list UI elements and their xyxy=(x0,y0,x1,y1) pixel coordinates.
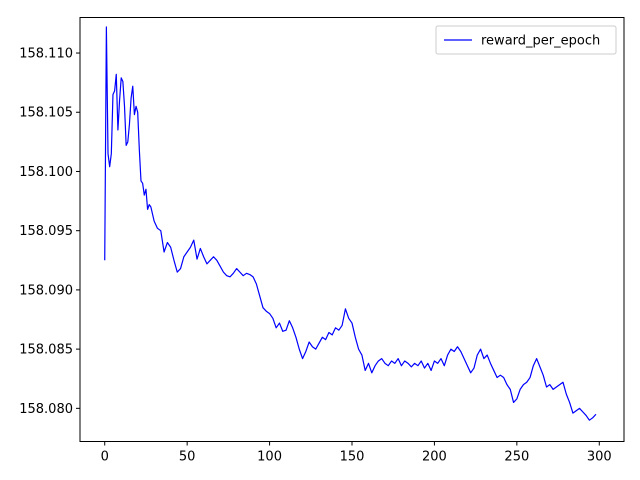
x-tick-label: 50 xyxy=(179,450,196,465)
legend-label-reward-per-epoch: reward_per_epoch xyxy=(481,34,600,49)
plot-frame xyxy=(79,17,625,442)
x-tick-label: 0 xyxy=(101,450,109,465)
y-axis-ticks: 158.080 158.085 158.090 158.095 158.100 158.1… xyxy=(19,47,80,417)
x-tick-label: 200 xyxy=(422,450,447,465)
x-tick-label: 100 xyxy=(257,450,282,465)
y-tick-label: 158.090 xyxy=(19,283,73,298)
y-tick-label: 158.100 xyxy=(19,165,73,180)
y-tick-label: 158.080 xyxy=(19,402,73,417)
y-tick-label: 158.105 xyxy=(19,106,73,121)
series-layer xyxy=(104,26,597,421)
legend-box xyxy=(435,25,617,55)
x-axis-ticks: 0 50 100 150 200 250 300 xyxy=(101,441,612,465)
y-tick-label: 158.110 xyxy=(19,47,73,62)
series-line-reward-per-epoch xyxy=(104,26,597,421)
y-tick-label: 158.085 xyxy=(19,343,73,358)
legend: reward_per_epoch xyxy=(435,25,617,55)
x-tick-label: 150 xyxy=(340,450,365,465)
x-tick-label: 250 xyxy=(504,450,529,465)
x-tick-label: 300 xyxy=(587,450,612,465)
y-tick-label: 158.095 xyxy=(19,224,73,239)
